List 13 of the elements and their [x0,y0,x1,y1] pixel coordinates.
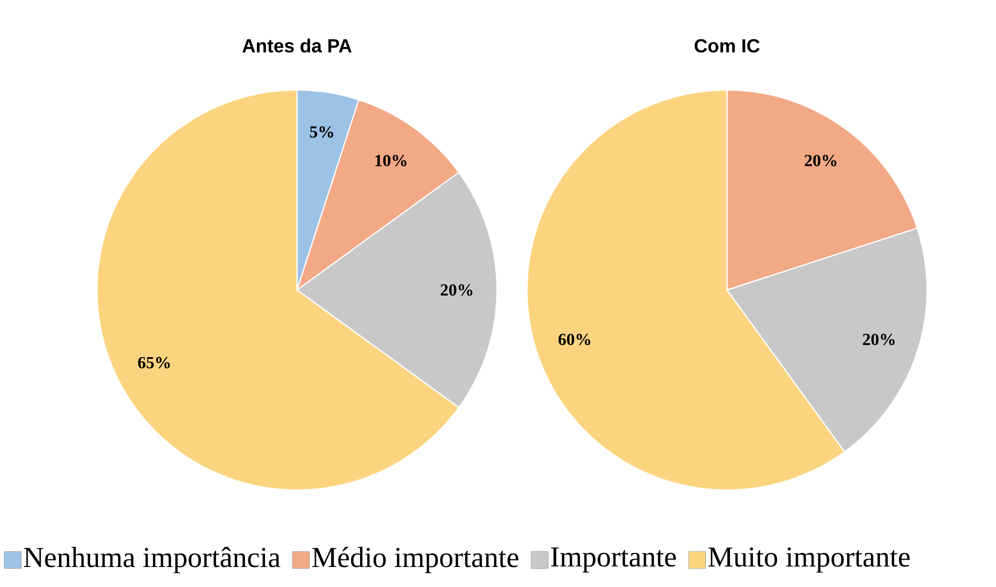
data-label: 20% [862,334,895,346]
data-label: 20% [804,154,836,166]
data-label: 20% [440,284,472,296]
data-label: 10% [375,154,406,166]
chart-title: Com IC [694,39,760,53]
data-label: 65% [138,356,170,368]
data-label: 60% [558,334,590,346]
data-label: 5% [310,126,334,138]
legend-label: Importante [551,547,676,573]
legend-label: Muito importante [708,547,910,573]
legend-label: Médio importante [312,546,518,574]
chart-title: Antes da PA [242,38,352,53]
legend-label: Nenhuma importância [24,546,280,574]
